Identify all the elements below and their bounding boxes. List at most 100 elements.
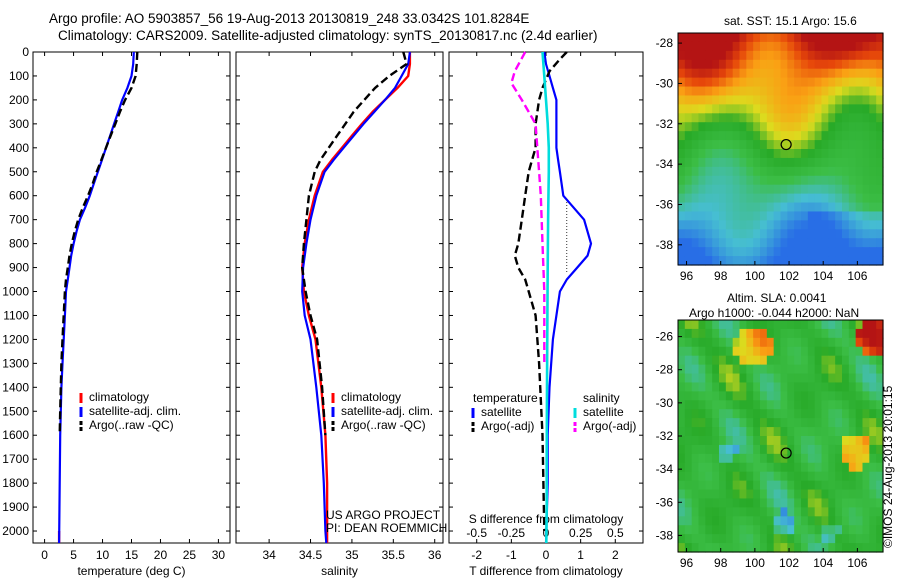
sst-map-cell xyxy=(698,95,706,105)
sla-map-cell xyxy=(732,507,741,517)
sla-map-cell xyxy=(835,391,843,401)
sla-map-cell xyxy=(814,400,823,410)
sla-map-cell xyxy=(712,346,720,357)
sla-map-cell xyxy=(848,328,857,339)
sst-map-cell xyxy=(828,104,836,114)
sla-map-cell xyxy=(773,480,782,491)
sla-map-cell xyxy=(807,355,816,366)
sst-map-cell xyxy=(862,184,870,195)
sla-map-cell xyxy=(876,453,884,464)
sst-map-ytick-label: -34 xyxy=(656,157,674,171)
sla-map-cell xyxy=(746,462,754,473)
sst-map-cell xyxy=(801,86,809,97)
sla-map-cell xyxy=(848,355,857,366)
sst-map-cell xyxy=(712,149,720,159)
sst-map-cell xyxy=(698,33,706,43)
sla-map-cell xyxy=(678,489,686,500)
sst-map-cell xyxy=(684,157,693,168)
sla-map-cell xyxy=(725,346,734,357)
sla-map-cell xyxy=(725,534,734,544)
sst-map-cell xyxy=(862,95,870,105)
sla-map-cell xyxy=(766,489,775,500)
sla-map-cell xyxy=(855,409,864,419)
sst-map-cell xyxy=(691,175,700,186)
sla-map-cell xyxy=(746,471,754,482)
depth-tick-label: 600 xyxy=(9,189,29,203)
sla-map-cell xyxy=(876,320,884,330)
sst-map-cell xyxy=(814,140,823,150)
sst-map-cell xyxy=(766,140,775,150)
sla-map-cell xyxy=(773,364,782,375)
sst-map-cell xyxy=(753,33,761,43)
sla-map-cell xyxy=(773,471,782,482)
sst-map-cell xyxy=(876,122,884,132)
sla-map-cell xyxy=(814,507,823,517)
sst-map-cell xyxy=(739,184,747,195)
sst-map-cell xyxy=(821,193,829,204)
sla-map-cell xyxy=(780,427,788,437)
sla-map-cell xyxy=(773,418,782,428)
sla-map-cell xyxy=(753,534,761,544)
sla-map-cell xyxy=(814,525,823,535)
sst-map-cell xyxy=(807,157,816,168)
sla-map-cell xyxy=(807,489,816,500)
depth-tick-label: 0 xyxy=(22,45,29,59)
sst-map-cell xyxy=(848,175,857,186)
sla-map-cell xyxy=(801,444,809,455)
sla-map-cell xyxy=(705,489,713,500)
sst-map-cell xyxy=(746,202,754,213)
sla-map-cell xyxy=(794,498,802,508)
sst-map-cell xyxy=(719,166,727,177)
sst-map-cell xyxy=(835,113,843,123)
sla-map-cell xyxy=(766,516,775,526)
sla-map-cell xyxy=(712,337,720,348)
sla-map-cell xyxy=(684,355,693,366)
sst-map-cell xyxy=(773,184,782,195)
sst-map-cell xyxy=(780,131,788,141)
sst-map-cell xyxy=(746,238,754,248)
depth-tick-label: 1300 xyxy=(2,356,29,370)
sst-map-cell xyxy=(705,149,713,159)
sst-map-cell xyxy=(766,131,775,141)
sla-map-cell xyxy=(794,346,802,357)
sst-map-cell xyxy=(821,166,829,177)
sla-map-cell xyxy=(705,346,713,357)
sla-map-cell xyxy=(691,480,700,491)
sla-map-cell xyxy=(807,328,816,339)
sla-map-cell xyxy=(698,453,706,464)
sst-map-cell xyxy=(828,247,836,257)
sla-map-cell xyxy=(876,427,884,437)
sla-map-cell xyxy=(753,400,761,410)
sst-map-cell xyxy=(787,59,795,70)
sst-map-cell xyxy=(719,41,727,52)
sst-map-cell xyxy=(794,157,802,168)
sla-map-cell xyxy=(766,436,775,446)
sst-map-cell xyxy=(828,41,836,52)
sst-map-cell xyxy=(773,59,782,70)
sla-map-cell xyxy=(753,462,761,473)
sla-map-cell xyxy=(848,534,857,544)
sla-map-cell xyxy=(712,462,720,473)
sla-map-cell xyxy=(712,418,720,428)
sla-map-xtick-label: 96 xyxy=(680,556,694,570)
sst-map-cell xyxy=(773,104,782,114)
sst-map-cell xyxy=(876,104,884,114)
sst-map-cell xyxy=(719,122,727,132)
sla-map-cell xyxy=(814,462,823,473)
panel-1-xtick-label: 0 xyxy=(41,548,48,562)
sla-map-cell xyxy=(835,373,843,384)
sla-map-cell xyxy=(725,525,734,535)
sst-map-cell xyxy=(760,77,768,88)
sla-map-cell xyxy=(691,364,700,375)
sst-map-cell xyxy=(869,149,877,159)
sla-map-cell xyxy=(876,471,884,482)
sla-map-cell xyxy=(678,337,686,348)
sst-map-cell xyxy=(862,166,870,177)
sla-map-cell xyxy=(746,418,754,428)
sla-map-cell xyxy=(876,480,884,491)
sst-map-cell xyxy=(869,211,877,221)
sst-map-cell xyxy=(766,211,775,221)
sst-map-cell xyxy=(705,33,713,43)
sla-map-cell xyxy=(842,373,850,384)
sst-map xyxy=(678,33,884,266)
